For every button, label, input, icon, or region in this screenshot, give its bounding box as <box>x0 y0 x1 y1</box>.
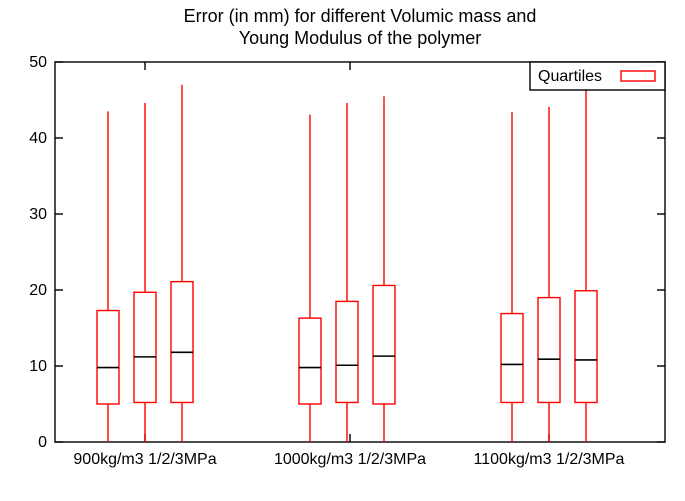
y-tick-label: 30 <box>29 206 47 223</box>
y-tick-label: 0 <box>38 434 47 451</box>
x-group-label: 1000kg/m3 1/2/3MPa <box>274 451 426 468</box>
box <box>171 282 193 403</box>
plot-border <box>55 62 665 442</box>
chart-svg: Error (in mm) for different Volumic mass… <box>0 0 685 501</box>
boxplot-chart: Error (in mm) for different Volumic mass… <box>0 0 685 501</box>
x-group-label: 900kg/m3 1/2/3MPa <box>73 451 216 468</box>
y-tick-label: 50 <box>29 54 47 71</box>
chart-title-line1: Error (in mm) for different Volumic mass… <box>184 6 537 26</box>
y-tick-label: 10 <box>29 358 47 375</box>
legend-label: Quartiles <box>538 68 602 85</box>
box <box>336 301 358 402</box>
box <box>373 285 395 404</box>
box <box>501 314 523 403</box>
chart-title-line2: Young Modulus of the polymer <box>239 28 482 48</box>
box <box>538 298 560 403</box>
box <box>97 311 119 404</box>
box <box>575 291 597 403</box>
box <box>299 318 321 404</box>
y-tick-label: 40 <box>29 130 47 147</box>
y-tick-label: 20 <box>29 282 47 299</box>
x-group-label: 1100kg/m3 1/2/3MPa <box>474 451 625 468</box>
box <box>134 292 156 402</box>
